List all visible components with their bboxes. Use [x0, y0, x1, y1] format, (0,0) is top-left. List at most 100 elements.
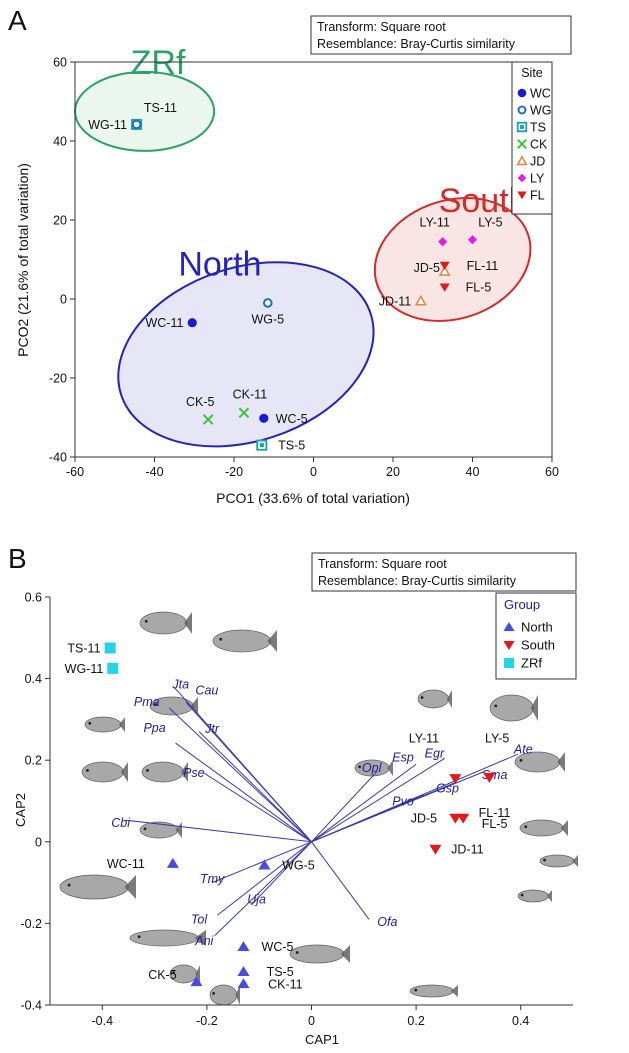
- fish-illustration: [139, 611, 192, 635]
- a-points: [131, 118, 478, 451]
- a-y-axis-label: PCO2 (21.6% of total variation): [15, 163, 31, 357]
- point-north: [258, 859, 271, 870]
- point-north: [237, 941, 250, 952]
- point-south: [429, 844, 442, 855]
- fish-illustration: [539, 854, 578, 868]
- point-wc: [259, 413, 269, 423]
- vector-tol: [217, 841, 312, 916]
- b-info-box: Transform: Square root Resemblance: Bray…: [311, 552, 577, 592]
- a-y-tick-label: -20: [49, 372, 67, 386]
- legend-marker-zrf: [504, 658, 514, 668]
- vector-label-ani: Ani: [194, 934, 214, 948]
- vector-esp: [311, 763, 417, 843]
- a-info-box: Transform: Square root Resemblance: Bray…: [310, 15, 572, 55]
- point-label: WC-11: [107, 857, 145, 871]
- a-point-labels: TS-11 WG-11 WC-11 WG-5 CK-5 CK-11 WC-5 TS-5 LY-1…: [88, 101, 502, 453]
- point-label: WG-5: [282, 859, 315, 873]
- point-label: TS-11: [144, 101, 177, 115]
- fish-illustration: [84, 716, 125, 733]
- legend-marker-ts: [516, 121, 528, 133]
- point-south: [449, 774, 462, 785]
- point-label: LY-11: [420, 215, 450, 229]
- point-label: WC-11: [145, 316, 183, 330]
- legend-label-fl: FL: [530, 189, 545, 203]
- b-info-frame: [311, 552, 577, 592]
- panel-a-label: A: [8, 5, 27, 36]
- point-label: WG-5: [251, 312, 284, 326]
- vector-tmy: [211, 841, 312, 884]
- point-label: WC-5: [262, 940, 294, 954]
- b-y-tick-label: 0: [35, 835, 42, 849]
- point-ck: [238, 407, 250, 419]
- b-x-tick-label: -0.4: [92, 1014, 114, 1028]
- vector-ani: [214, 841, 312, 936]
- point-label: CK-5: [148, 968, 177, 982]
- vector-label-pse: Pse: [183, 766, 205, 780]
- vector-uja: [250, 841, 312, 906]
- a-info-frame: [310, 15, 572, 55]
- point-north: [190, 976, 203, 987]
- point-zrf: [107, 662, 119, 674]
- a-y-tick-label: -40: [49, 451, 67, 465]
- vector-ppa: [175, 742, 312, 843]
- a-x-tick-label: -40: [145, 465, 163, 479]
- fish-illustration: [519, 819, 568, 837]
- vector-label-gsp: Gsp: [436, 781, 459, 795]
- vector-opl: [311, 771, 378, 843]
- point-label: JD-11: [379, 294, 411, 308]
- point-ly: [438, 237, 448, 247]
- a-x-tick-label: -20: [225, 465, 243, 479]
- legend-label-wc: WC: [530, 87, 551, 101]
- vector-label-jtr: Jtr: [204, 722, 220, 736]
- point-label: CK-11: [268, 977, 303, 991]
- b-fish-illustrations: [59, 611, 578, 1006]
- point-label: FL-5: [482, 817, 508, 831]
- fish-illustration: [59, 874, 136, 900]
- vector-cau: [185, 701, 312, 843]
- point-label: FL-11: [479, 806, 511, 820]
- point-jd: [438, 265, 451, 276]
- vector-label-ate: Ate: [513, 742, 533, 756]
- b-axes: [49, 597, 573, 1006]
- b-info-resemblance: Resemblance: Bray-Curtis similarity: [318, 574, 517, 588]
- b-legend-title: Group: [504, 597, 540, 612]
- legend-marker-wc: [517, 88, 527, 98]
- legend-label-north: North: [521, 620, 553, 635]
- group-title-zrf: ZRf: [131, 44, 186, 82]
- a-info-resemblance: Resemblance: Bray-Curtis similarity: [317, 37, 516, 51]
- point-label: TS-11: [67, 642, 100, 656]
- legend-marker-wg: [517, 105, 527, 115]
- legend-label-ts: TS: [530, 121, 546, 135]
- b-points: [104, 642, 496, 989]
- a-legend-title: Site: [521, 66, 543, 80]
- a-x-tick-label: 20: [386, 465, 400, 479]
- b-y-axis-label: CAP2: [13, 793, 28, 827]
- vector-label-pvo: Pvo: [392, 795, 414, 809]
- group-title-north: North: [178, 245, 261, 283]
- group-ellipse-south: [373, 197, 532, 322]
- b-x-tick-label: 0: [308, 1014, 315, 1028]
- a-y-tick-label: 60: [53, 56, 67, 70]
- vector-label-ofa: Ofa: [377, 915, 397, 929]
- b-x-tick-label: -0.2: [196, 1014, 218, 1028]
- fish-illustration: [141, 761, 188, 783]
- vector-label-opl: Opl: [362, 761, 383, 775]
- vector-jtr: [198, 731, 312, 843]
- b-y-tick-label: 0.2: [25, 754, 42, 768]
- point-label: WC-5: [276, 412, 308, 426]
- a-x-tick-label: -60: [66, 465, 84, 479]
- point-wg: [262, 298, 273, 308]
- point-south: [449, 813, 462, 824]
- point-ts: [256, 439, 268, 451]
- vector-cbi: [125, 819, 312, 843]
- point-label: LY-11: [409, 731, 439, 745]
- b-ticks: -0.4 -0.2 0 0.2 0.4 -0.4 -0.2 0 0.2 0.4 0.6: [20, 591, 529, 1029]
- point-label: FL-11: [467, 259, 499, 273]
- point-label: FL-5: [466, 281, 492, 295]
- point-south: [457, 813, 470, 824]
- point-label: JD-11: [451, 843, 483, 857]
- point-north: [237, 978, 250, 989]
- b-y-tick-label: -0.2: [20, 917, 42, 931]
- panel-b: B Jta Cau Pma Jtr Ppa Pse Cbi Tmy Uja Tol Ani Ofa Op…: [8, 543, 578, 1047]
